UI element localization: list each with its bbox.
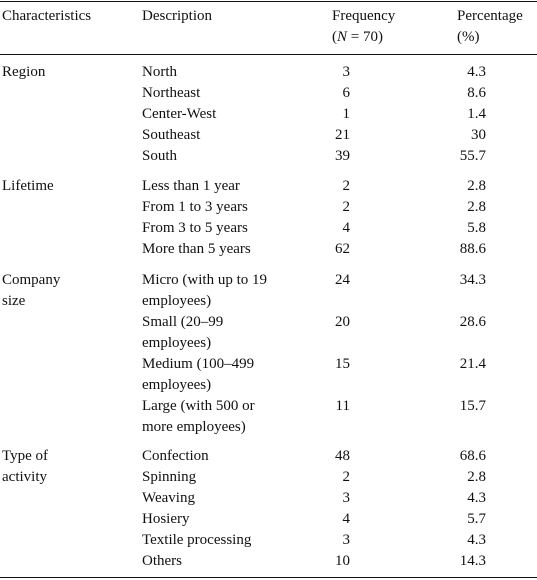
row-description: Textile processing xyxy=(142,532,252,548)
row-description: From 1 to 3 years xyxy=(142,199,248,215)
row-percentage: 14.3 xyxy=(459,553,486,569)
header-frequency-open: ( xyxy=(332,29,337,45)
header-frequency-var: N xyxy=(337,29,348,45)
row-percentage: 15.7 xyxy=(459,398,486,414)
row-description: North xyxy=(142,64,177,80)
row-description: Others xyxy=(142,553,182,569)
row-frequency: 10 xyxy=(335,553,350,569)
header-frequency: Frequency xyxy=(332,8,396,24)
group-label: Region xyxy=(2,64,46,80)
header-frequency-rest: = 70) xyxy=(347,29,383,45)
header-percentage: Percentage xyxy=(457,8,523,24)
group-label: Company xyxy=(2,272,61,288)
row-percentage: 68.6 xyxy=(459,448,486,464)
row-percentage: 5.7 xyxy=(467,511,486,527)
row-percentage: 28.6 xyxy=(459,314,486,330)
row-percentage: 4.3 xyxy=(467,64,486,80)
row-description: Northeast xyxy=(142,85,201,101)
row-percentage: 55.7 xyxy=(459,148,486,164)
header-characteristics: Characteristics xyxy=(2,8,92,24)
row-description: Confection xyxy=(142,448,209,464)
row-description: more employees) xyxy=(142,419,246,435)
row-description: More than 5 years xyxy=(142,241,251,257)
row-percentage: 88.6 xyxy=(459,241,486,257)
row-frequency: 4 xyxy=(342,511,351,527)
row-percentage: 4.3 xyxy=(467,532,486,548)
row-percentage: 34.3 xyxy=(459,272,486,288)
row-description: Southeast xyxy=(142,127,201,143)
row-description: Weaving xyxy=(142,490,195,506)
row-percentage: 1.4 xyxy=(467,106,486,122)
row-frequency: 20 xyxy=(335,314,350,330)
row-frequency: 24 xyxy=(335,272,350,288)
header-rule xyxy=(0,54,537,55)
row-description: employees) xyxy=(142,377,212,393)
row-percentage: 8.6 xyxy=(467,85,486,101)
group-label: size xyxy=(2,293,26,309)
row-description: Micro (with up to 19 xyxy=(142,272,267,288)
row-percentage: 2.8 xyxy=(467,199,486,215)
row-frequency: 1 xyxy=(342,106,351,122)
row-frequency: 3 xyxy=(342,490,351,506)
row-frequency: 21 xyxy=(335,127,350,143)
header-percentage-unit: (%) xyxy=(457,29,480,45)
bottom-rule xyxy=(0,577,537,578)
row-description: Spinning xyxy=(142,469,197,485)
row-frequency: 3 xyxy=(342,532,351,548)
group-label: Lifetime xyxy=(2,178,54,194)
row-frequency: 39 xyxy=(335,148,350,164)
row-percentage: 5.8 xyxy=(467,220,486,236)
row-percentage: 21.4 xyxy=(459,356,486,372)
header-description: Description xyxy=(142,8,212,24)
row-frequency: 11 xyxy=(335,398,350,414)
row-percentage: 2.8 xyxy=(467,469,486,485)
row-description: From 3 to 5 years xyxy=(142,220,248,236)
row-percentage: 2.8 xyxy=(467,178,486,194)
row-description: Large (with 500 or xyxy=(142,398,255,414)
row-frequency: 2 xyxy=(342,178,351,194)
group-label: activity xyxy=(2,469,47,485)
row-percentage: 4.3 xyxy=(467,490,486,506)
group-label: Type of xyxy=(2,448,49,464)
row-description: South xyxy=(142,148,178,164)
row-description: Center-West xyxy=(142,106,217,122)
header-frequency-n: (N = 70) xyxy=(332,27,383,48)
row-description: Hosiery xyxy=(142,511,190,527)
row-description: employees) xyxy=(142,293,212,309)
row-description: Less than 1 year xyxy=(142,178,240,194)
row-frequency: 15 xyxy=(335,356,350,372)
top-rule xyxy=(0,1,537,2)
row-description: employees) xyxy=(142,335,212,351)
row-description: Small (20–99 xyxy=(142,314,224,330)
row-frequency: 2 xyxy=(342,469,351,485)
row-frequency: 62 xyxy=(335,241,350,257)
row-percentage: 30 xyxy=(471,127,486,143)
row-description: Medium (100–499 xyxy=(142,356,255,372)
row-frequency: 4 xyxy=(342,220,351,236)
row-frequency: 3 xyxy=(342,64,351,80)
row-frequency: 2 xyxy=(342,199,351,215)
row-frequency: 6 xyxy=(342,85,351,101)
row-frequency: 48 xyxy=(335,448,350,464)
